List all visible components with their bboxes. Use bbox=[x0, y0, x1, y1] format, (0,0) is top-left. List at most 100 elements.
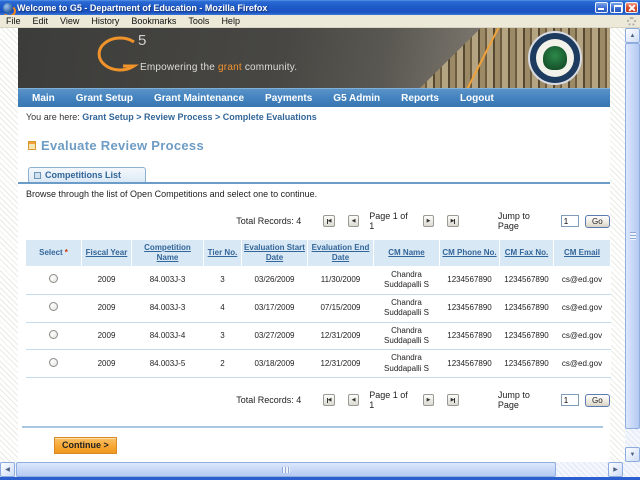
nav-g5-admin[interactable]: G5 Admin bbox=[333, 92, 381, 104]
scroll-left-button[interactable]: ◀ bbox=[0, 462, 15, 477]
jump-to-page-label: Jump to Page bbox=[497, 211, 530, 231]
horizontal-scrollbar-thumb[interactable] bbox=[16, 462, 556, 477]
maximize-button[interactable] bbox=[610, 2, 623, 13]
cell-cm-email: cs@ed.gov bbox=[553, 294, 611, 323]
cell-eval-start: 03/17/2009 bbox=[241, 294, 308, 323]
jump-to-page-input[interactable] bbox=[560, 215, 579, 227]
table-row: 2009 84.003J-5 2 03/18/2009 12/31/2009 C… bbox=[25, 349, 611, 379]
scroll-down-button[interactable]: ▼ bbox=[625, 447, 640, 462]
window-title: Welcome to G5 - Department of Education … bbox=[17, 2, 268, 13]
menu-bookmarks[interactable]: Bookmarks bbox=[131, 15, 177, 26]
nav-reports[interactable]: Reports bbox=[401, 92, 439, 104]
cell-cm-phone: 1234567890 bbox=[439, 294, 500, 323]
cell-tier-no: 3 bbox=[203, 266, 242, 295]
cell-fiscal-year: 2009 bbox=[81, 349, 132, 379]
last-page-button[interactable]: ▶ bbox=[447, 215, 459, 227]
menu-help[interactable]: Help bbox=[221, 15, 240, 26]
scroll-up-button[interactable]: ▲ bbox=[625, 28, 640, 43]
required-marker: * bbox=[64, 248, 68, 257]
close-button[interactable] bbox=[625, 2, 638, 13]
menu-view[interactable]: View bbox=[60, 15, 80, 26]
select-radio[interactable] bbox=[49, 357, 58, 367]
first-page-button[interactable]: ◀ bbox=[323, 394, 335, 407]
go-button[interactable]: Go bbox=[584, 214, 610, 228]
column-select: Select * bbox=[25, 239, 82, 267]
table-row: 2009 84.003J-4 3 03/27/2009 12/31/2009 C… bbox=[25, 322, 611, 351]
minimize-button[interactable] bbox=[595, 2, 608, 13]
next-page-button[interactable]: ▶ bbox=[422, 215, 435, 227]
nav-main[interactable]: Main bbox=[32, 92, 55, 104]
cell-competition-name: 84.003J-4 bbox=[131, 322, 204, 351]
select-radio[interactable] bbox=[49, 329, 58, 339]
select-radio[interactable] bbox=[49, 274, 58, 284]
nav-payments[interactable]: Payments bbox=[265, 92, 313, 104]
menu-file[interactable]: File bbox=[6, 15, 21, 26]
throbber-icon bbox=[627, 16, 636, 26]
column-competition-name: Competition Name bbox=[131, 239, 204, 267]
column-fiscal-year: Fiscal Year bbox=[81, 239, 132, 267]
cell-cm-phone: 1234567890 bbox=[439, 266, 500, 295]
table-row: 2009 84.003J-3 4 03/17/2009 07/15/2009 C… bbox=[25, 294, 611, 323]
page-content: 5 Empowering the grant community. Main G… bbox=[18, 28, 611, 462]
select-radio[interactable] bbox=[49, 301, 58, 311]
cell-eval-end: 12/31/2009 bbox=[307, 322, 374, 351]
first-page-button[interactable]: ◀ bbox=[323, 215, 335, 227]
cell-cm-name: Chandra Suddapalli S bbox=[373, 322, 440, 351]
prev-page-button[interactable]: ◀ bbox=[347, 394, 360, 407]
nav-logout[interactable]: Logout bbox=[459, 92, 494, 104]
page-description: Browse through the list of Open Competit… bbox=[26, 189, 318, 199]
menu-tools[interactable]: Tools bbox=[188, 15, 210, 26]
page-background-right bbox=[610, 28, 625, 462]
total-records-label: Total Records: 4 bbox=[236, 216, 302, 226]
column-cm-name: CM Name bbox=[373, 239, 440, 267]
page-indicator: Page 1 of 1 bbox=[369, 211, 408, 231]
banner-tagline: Empowering the grant community. bbox=[140, 62, 298, 73]
department-of-education-seal bbox=[528, 31, 582, 85]
page-indicator: Page 1 of 1 bbox=[369, 390, 408, 411]
prev-page-button[interactable]: ◀ bbox=[347, 215, 360, 227]
cell-tier-no: 2 bbox=[203, 349, 242, 379]
menu-history[interactable]: History bbox=[91, 15, 120, 26]
cell-eval-end: 07/15/2009 bbox=[307, 294, 374, 323]
column-eval-end-date: Evaluation End Date bbox=[307, 239, 374, 267]
continue-button[interactable]: Continue > bbox=[54, 437, 117, 455]
cell-cm-name: Chandra Suddapalli S bbox=[373, 349, 440, 379]
nav-grant-maintenance[interactable]: Grant Maintenance bbox=[154, 92, 245, 104]
cell-competition-name: 84.003J-5 bbox=[131, 349, 204, 379]
cell-competition-name: 84.003J-3 bbox=[131, 266, 204, 295]
go-button[interactable]: Go bbox=[584, 393, 610, 407]
main-nav: Main Grant Setup Grant Maintenance Payme… bbox=[18, 88, 610, 107]
breadcrumb-trail[interactable]: Grant Setup > Review Process > Complete … bbox=[82, 112, 317, 122]
page-title-icon bbox=[28, 141, 36, 150]
scroll-right-button[interactable]: ▶ bbox=[608, 462, 623, 477]
pager-top: Total Records: 4 ◀ ◀ Page 1 of 1 ▶ ▶ Jum… bbox=[18, 211, 610, 231]
column-eval-start-date: Evaluation Start Date bbox=[241, 239, 308, 267]
cell-cm-email: cs@ed.gov bbox=[553, 322, 611, 351]
cell-cm-phone: 1234567890 bbox=[439, 322, 500, 351]
vertical-scrollbar[interactable]: ▲ ▼ bbox=[625, 28, 640, 462]
column-tier-no: Tier No. bbox=[203, 239, 242, 267]
menu-edit[interactable]: Edit bbox=[32, 15, 49, 26]
column-cm-phone: CM Phone No. bbox=[439, 239, 500, 267]
page-title: Evaluate Review Process bbox=[41, 138, 204, 153]
firefox-icon bbox=[2, 2, 16, 17]
last-page-button[interactable]: ▶ bbox=[447, 394, 459, 407]
next-page-button[interactable]: ▶ bbox=[422, 394, 435, 407]
breadcrumb-prefix: You are here: bbox=[26, 112, 83, 122]
jump-to-page-input[interactable] bbox=[560, 394, 579, 407]
cell-cm-fax: 1234567890 bbox=[499, 266, 554, 295]
cell-cm-phone: 1234567890 bbox=[439, 349, 500, 379]
vertical-scrollbar-thumb[interactable] bbox=[625, 43, 640, 429]
cell-cm-fax: 1234567890 bbox=[499, 322, 554, 351]
cell-fiscal-year: 2009 bbox=[81, 294, 132, 323]
cell-tier-no: 3 bbox=[203, 322, 242, 351]
cell-eval-start: 03/27/2009 bbox=[241, 322, 308, 351]
cell-fiscal-year: 2009 bbox=[81, 322, 132, 351]
horizontal-scrollbar[interactable]: ◀ ▶ bbox=[0, 462, 640, 477]
tab-competitions-list[interactable]: Competitions List bbox=[28, 167, 146, 182]
pager-bottom: Total Records: 4 ◀ ◀ Page 1 of 1 ▶ ▶ Jum… bbox=[18, 390, 610, 410]
footer-logo-swoosh bbox=[548, 452, 588, 462]
cell-fiscal-year: 2009 bbox=[81, 266, 132, 295]
nav-grant-setup[interactable]: Grant Setup bbox=[75, 92, 134, 104]
